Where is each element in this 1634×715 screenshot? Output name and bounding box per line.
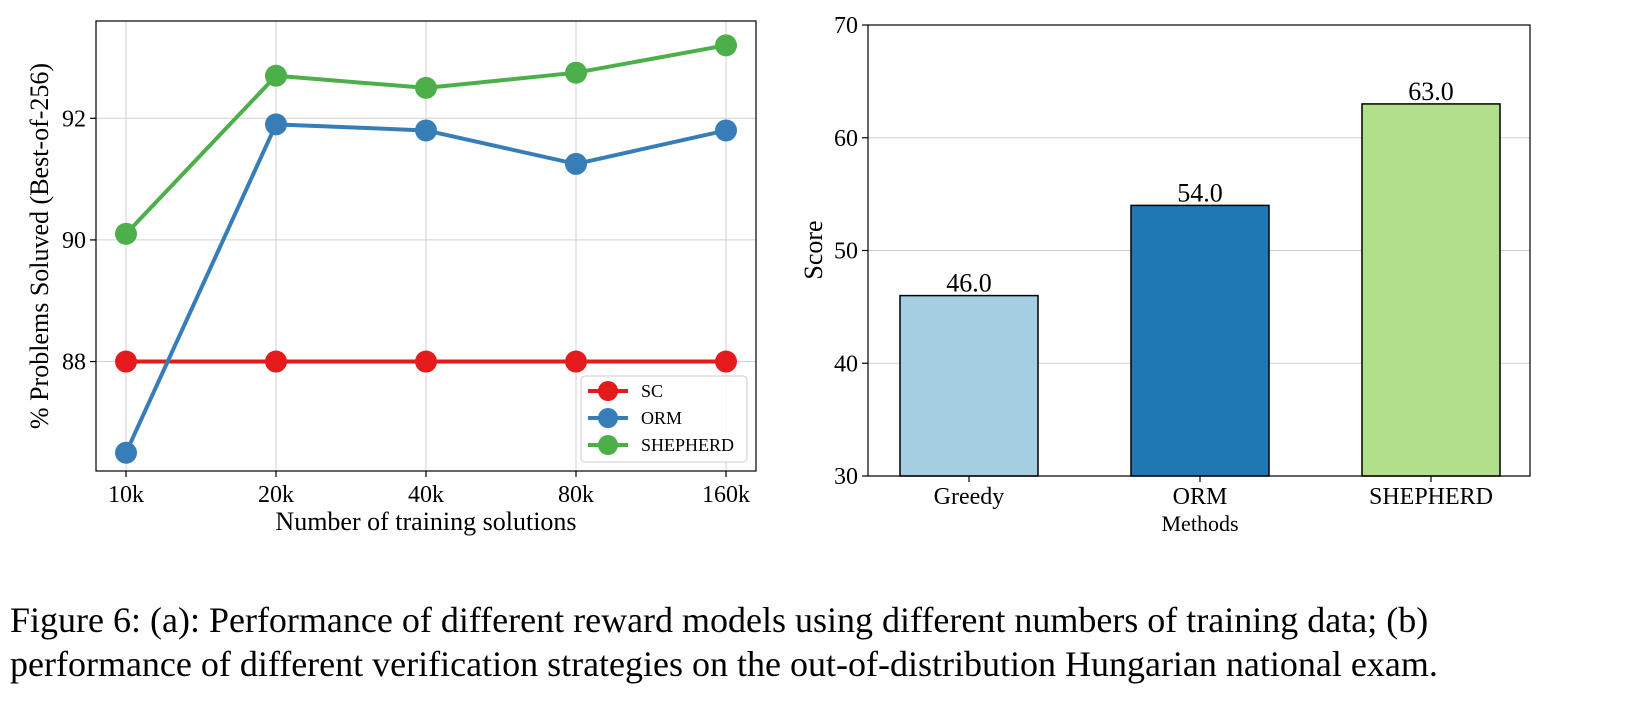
data-point-shepherd xyxy=(715,34,737,57)
x-tick-label: 160k xyxy=(702,482,750,508)
data-point-sc xyxy=(715,350,737,373)
x-tick-label: 40k xyxy=(408,482,444,508)
x-tick-label: ORM xyxy=(1173,484,1228,510)
data-point-sc xyxy=(415,350,437,373)
bar-value-label: 54.0 xyxy=(1177,178,1223,207)
data-point-shepherd xyxy=(415,76,437,99)
y-tick-label: 50 xyxy=(834,239,858,265)
legend-label-shepherd: SHEPHERD xyxy=(641,435,734,455)
bar-orm xyxy=(1130,204,1270,477)
legend-box xyxy=(580,375,748,463)
y-tick-label: 60 xyxy=(834,126,858,152)
legend-marker-orm xyxy=(598,408,618,428)
data-point-orm xyxy=(415,119,437,142)
data-point-orm xyxy=(565,152,587,175)
legend-label-orm: ORM xyxy=(641,408,682,428)
y-tick-label: 92 xyxy=(62,106,86,132)
bar-chart: 46.0 Greedy 54.0 ORM 63.0 SHEPHERD 30 40 50 60 70 M… xyxy=(799,13,1531,536)
legend: SC ORM SHEPHERD xyxy=(580,375,748,463)
data-point-orm xyxy=(715,119,737,142)
x-tick-label: 80k xyxy=(558,482,594,508)
bar-value-label: 46.0 xyxy=(946,269,992,298)
bar-shepherd xyxy=(1361,103,1501,477)
y-tick-label: 40 xyxy=(834,351,858,377)
figure: 10k 20k 40k 80k 160k 88 90 92 Number of training… xyxy=(25,13,1531,536)
legend-marker-shepherd xyxy=(598,435,618,455)
x-tick-label: SHEPHERD xyxy=(1369,484,1493,510)
bar-greedy xyxy=(899,294,1039,477)
data-point-shepherd xyxy=(565,61,587,84)
y-tick-label: 70 xyxy=(834,13,858,39)
line-chart: 10k 20k 40k 80k 160k 88 90 92 Number of training… xyxy=(25,20,757,536)
figure-caption: Figure 6: (a): Performance of different … xyxy=(10,598,1630,686)
data-point-orm xyxy=(115,441,137,464)
y-tick-label: 88 xyxy=(62,350,86,376)
x-tick-label: 10k xyxy=(108,482,144,508)
caption-line-2: performance of different verification st… xyxy=(10,644,1438,684)
x-tick-label: Greedy xyxy=(934,484,1005,510)
y-axis-label: % Problems Soluved (Best-of-256) xyxy=(25,63,54,429)
legend-label-sc: SC xyxy=(641,381,663,401)
data-point-shepherd xyxy=(265,64,287,87)
data-point-sc xyxy=(565,350,587,373)
x-axis-label: Methods xyxy=(1162,511,1239,536)
data-point-sc xyxy=(115,350,137,373)
legend-marker-sc xyxy=(598,381,618,401)
y-tick-label: 90 xyxy=(62,228,86,254)
data-point-orm xyxy=(265,113,287,136)
data-point-shepherd xyxy=(115,222,137,245)
y-axis-label: Score xyxy=(799,220,828,279)
data-point-sc xyxy=(265,350,287,373)
y-tick-label: 30 xyxy=(834,464,858,490)
bar-value-label: 63.0 xyxy=(1408,77,1454,106)
caption-line-1: Figure 6: (a): Performance of different … xyxy=(10,600,1429,640)
x-axis-label: Number of training solutions xyxy=(275,507,576,536)
x-tick-label: 20k xyxy=(258,482,294,508)
